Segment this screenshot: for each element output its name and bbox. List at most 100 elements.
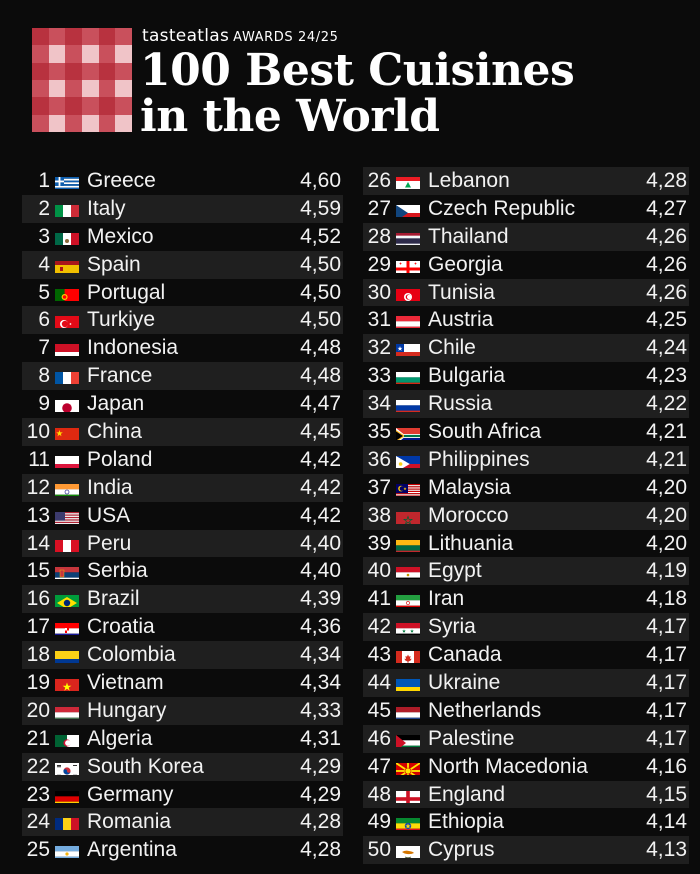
logo-cell bbox=[81, 28, 99, 46]
cuisine-score: 4,45 bbox=[300, 420, 341, 444]
rank-number: 42 bbox=[367, 615, 391, 639]
cuisine-score: 4,47 bbox=[300, 392, 341, 416]
rank-number: 13 bbox=[26, 503, 50, 527]
malaysia-flag-icon bbox=[396, 480, 420, 496]
rank-number: 22 bbox=[26, 754, 50, 778]
rank-number: 40 bbox=[367, 559, 391, 583]
ranking-row: 44 Ukraine 4,17 bbox=[363, 669, 689, 697]
cuisine-score: 4,26 bbox=[646, 224, 687, 248]
brand-name: tasteatlas bbox=[142, 26, 230, 46]
vietnam-flag-icon bbox=[55, 675, 79, 692]
logo-cell bbox=[65, 45, 82, 63]
logo-cell bbox=[81, 80, 99, 98]
south-korea-flag-icon bbox=[55, 759, 79, 775]
logo-cell bbox=[81, 62, 99, 80]
ranking-row: 5 Portugal 4,50 bbox=[22, 279, 343, 307]
bulgaria-flag-icon bbox=[396, 368, 420, 385]
ranking-row: 36 Philippines 4,21 bbox=[363, 445, 689, 474]
rank-number: 38 bbox=[367, 503, 391, 527]
ranking-row: 45 Netherlands 4,17 bbox=[363, 697, 689, 725]
ranking-row: 21 Algeria 4,31 bbox=[22, 725, 343, 753]
cuisine-score: 4,17 bbox=[646, 726, 687, 750]
cuisine-score: 4,20 bbox=[646, 531, 687, 555]
cuisine-score: 4,60 bbox=[300, 169, 341, 192]
rank-number: 8 bbox=[38, 364, 50, 388]
cuisine-score: 4,19 bbox=[646, 559, 687, 583]
cuisine-score: 4,16 bbox=[646, 754, 687, 778]
ranking-row: 38 Morocco 4,20 bbox=[363, 501, 689, 530]
country-name: England bbox=[428, 782, 506, 806]
ranking-row: 6 Turkiye 4,50 bbox=[22, 306, 343, 335]
cuisine-score: 4,26 bbox=[646, 252, 687, 276]
logo-cell bbox=[65, 62, 82, 80]
ranking-row: 14 Peru 4,40 bbox=[22, 529, 343, 558]
ranking-row: 11 Poland 4,42 bbox=[22, 446, 343, 474]
country-name: Ethiopia bbox=[428, 810, 504, 834]
rank-number: 46 bbox=[367, 726, 391, 750]
brazil-flag-icon bbox=[55, 591, 79, 608]
country-name: Philippines bbox=[428, 447, 530, 471]
cuisine-score: 4,25 bbox=[646, 308, 687, 332]
ranking-row: 12 India 4,42 bbox=[22, 473, 343, 502]
logo-cell bbox=[48, 62, 66, 80]
rank-number: 9 bbox=[38, 392, 50, 416]
morocco-flag-icon bbox=[396, 508, 420, 524]
brand-line: tasteatlas AWARDS 24/25 bbox=[142, 26, 338, 46]
cuisine-score: 4,34 bbox=[300, 671, 341, 695]
rank-number: 16 bbox=[26, 587, 50, 611]
rank-number: 6 bbox=[38, 308, 50, 332]
ranking-row: 22 South Korea 4,29 bbox=[22, 752, 343, 781]
cuisine-score: 4,21 bbox=[646, 447, 687, 471]
cuisine-score: 4,28 bbox=[300, 838, 341, 862]
country-name: South Africa bbox=[428, 420, 542, 444]
rank-number: 25 bbox=[26, 838, 50, 862]
country-name: Germany bbox=[87, 782, 174, 806]
lithuania-flag-icon bbox=[396, 536, 420, 552]
rank-number: 19 bbox=[26, 671, 50, 695]
rank-number: 29 bbox=[367, 252, 391, 276]
ranking-row: 39 Lithuania 4,20 bbox=[363, 530, 689, 558]
ranking-row: 41 Iran 4,18 bbox=[363, 585, 689, 613]
serbia-flag-icon bbox=[55, 563, 79, 580]
cuisine-score: 4,26 bbox=[646, 280, 687, 304]
country-name: Indonesia bbox=[87, 336, 179, 360]
rank-number: 44 bbox=[367, 671, 391, 695]
ranking-row: 24 Romania 4,28 bbox=[22, 808, 343, 837]
rank-number: 20 bbox=[26, 698, 50, 722]
logo-cell bbox=[115, 28, 132, 46]
cuisine-score: 4,42 bbox=[300, 475, 341, 499]
logo-cell bbox=[65, 28, 82, 46]
hungary-flag-icon bbox=[55, 703, 79, 719]
country-name: Netherlands bbox=[428, 698, 542, 722]
indonesia-flag-icon bbox=[55, 340, 79, 357]
country-name: North Macedonia bbox=[428, 754, 588, 778]
rank-number: 49 bbox=[367, 810, 391, 834]
logo-cell bbox=[65, 114, 82, 132]
country-name: Mexico bbox=[87, 224, 154, 248]
rank-number: 48 bbox=[367, 782, 391, 806]
ranking-row: 2 Italy 4,59 bbox=[22, 194, 343, 223]
rank-number: 26 bbox=[367, 169, 391, 192]
awards-label: AWARDS 24/25 bbox=[233, 30, 339, 45]
rank-number: 15 bbox=[26, 559, 50, 583]
country-name: Chile bbox=[428, 336, 476, 360]
ranking-row: 27 Czech Republic 4,27 bbox=[363, 195, 689, 223]
country-name: Canada bbox=[428, 643, 502, 667]
ranking-row: 9 Japan 4,47 bbox=[22, 390, 343, 418]
logo-cell bbox=[81, 114, 99, 132]
ethiopia-flag-icon bbox=[396, 814, 420, 831]
cuisine-score: 4,33 bbox=[300, 698, 341, 722]
ranking-row: 15 Serbia 4,40 bbox=[22, 557, 343, 585]
rank-number: 35 bbox=[367, 420, 391, 444]
cuisine-score: 4,28 bbox=[646, 169, 687, 192]
usa-flag-icon bbox=[55, 508, 79, 524]
country-name: Iran bbox=[428, 587, 465, 611]
rank-number: 4 bbox=[38, 252, 50, 276]
palestine-flag-icon bbox=[396, 731, 420, 747]
ranking-row: 35 South Africa 4,21 bbox=[363, 418, 689, 446]
cuisine-score: 4,36 bbox=[300, 615, 341, 639]
logo-cell bbox=[32, 28, 49, 46]
cuisine-score: 4,14 bbox=[646, 810, 687, 834]
ranking-row: 23 Germany 4,29 bbox=[22, 781, 343, 809]
logo-cell bbox=[81, 97, 99, 115]
